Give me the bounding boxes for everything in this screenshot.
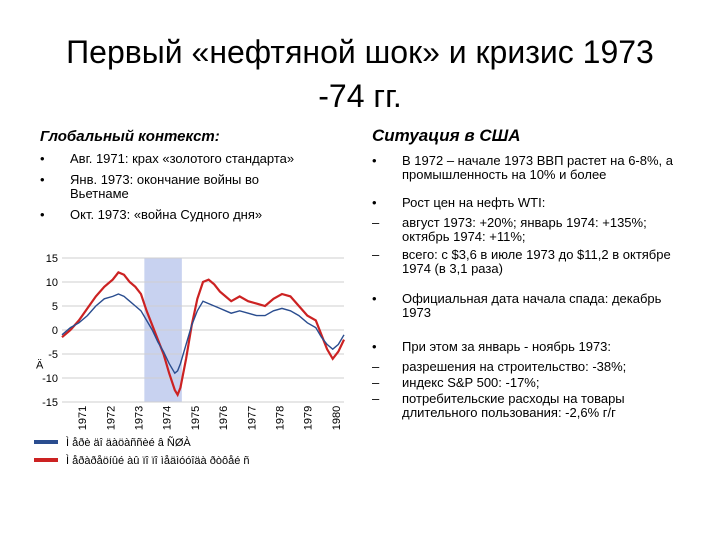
bullet-text: Авг. 1971: крах «золотого стандарта»	[70, 151, 295, 166]
bullet-marker: •	[372, 291, 377, 306]
x-tick-label: 1971	[77, 406, 89, 430]
right-sub-item: – всего: с $3,6 в июле 1973 до $11,2 в ок…	[372, 248, 692, 276]
left-column-heading: Глобальный контекст:	[40, 128, 220, 145]
y-tick-label: -10	[42, 373, 58, 385]
y-axis-ticks: 15 10 5 0 -5 -10 -15	[42, 253, 58, 409]
right-bullet-item: • В 1972 – начале 1973 ВВП растет на 6-8%…	[372, 154, 692, 182]
bullet-marker: –	[372, 391, 380, 406]
series-line	[61, 271, 345, 398]
x-axis-ticks: 1971 1972 1973 1974 1975 1976 1977 1978 1979 1980	[77, 406, 343, 430]
legend-label: Ì åðàðåöíûé àû ïî ïî ìåäìóóîäà ðòôåé ñ	[66, 454, 250, 467]
right-column-heading: Ситуация в США	[372, 126, 521, 145]
x-tick-label: 1978	[275, 406, 287, 430]
y-tick-label: 5	[52, 301, 58, 313]
bullet-marker: –	[372, 247, 380, 262]
right-sub-item: – потребительские расходы на товары длите…	[372, 392, 692, 420]
series-line	[61, 293, 345, 375]
x-tick-label: 1975	[190, 406, 202, 430]
bullet-marker: •	[372, 339, 377, 354]
bullet-text: всего: с $3,6 в июле 1973 до $11,2 в окт…	[402, 247, 671, 276]
bullet-marker: •	[372, 195, 377, 210]
left-bullet-item: • Янв. 1973: окончание войны во Вьетнаме	[40, 173, 320, 201]
bullet-marker: –	[372, 215, 380, 230]
bullet-text: Официальная дата начала спада: декабрь 1…	[402, 291, 662, 320]
bullet-text: август 1973: +20%; январь 1974: +135%; о…	[402, 215, 647, 244]
right-bullet-item: • При этом за январь - ноябрь 1973:	[372, 340, 692, 354]
bullet-marker: –	[372, 359, 380, 374]
bullet-marker: –	[372, 375, 380, 390]
legend-label: Ì åðè äî äàöàññèé â ÑØÀ	[66, 436, 191, 449]
bullet-text: В 1972 – начале 1973 ВВП растет на 6-8%,…	[402, 153, 673, 182]
right-sub-item: – август 1973: +20%; январь 1974: +135%; …	[372, 216, 692, 244]
series-lines	[61, 271, 345, 398]
y-tick-label: -15	[42, 397, 58, 409]
y-axis-label: Ä	[36, 359, 44, 371]
y-tick-label: -5	[48, 349, 58, 361]
x-tick-label: 1974	[162, 406, 174, 430]
x-tick-label: 1979	[303, 406, 315, 430]
bullet-text: Янв. 1973: окончание войны во Вьетнаме	[70, 172, 259, 201]
right-sub-item: – индекс S&P 500: -17%;	[372, 376, 692, 390]
y-tick-label: 10	[46, 277, 58, 289]
x-tick-label: 1977	[246, 406, 258, 430]
left-bullet-item: • Авг. 1971: крах «золотого стандарта»	[40, 152, 320, 166]
slide-title-line-1: Первый «нефтяной шок» и кризис 1973	[66, 34, 654, 70]
chart-image: 15 10 5 0 -5 -10 -15 1971 1972 1973 1974 1975 1976 1…	[32, 250, 352, 477]
x-tick-label: 1980	[331, 406, 343, 430]
slide-title: Первый «нефтяной шок» и кризис 1973 -74 …	[0, 30, 720, 118]
bullet-marker: •	[372, 153, 377, 168]
slide-title-line-2: -74 гг.	[318, 78, 402, 114]
left-bullet-list: • Авг. 1971: крах «золотого стандарта» • Ян…	[40, 152, 320, 229]
bullet-marker: •	[40, 207, 45, 222]
bullet-text: Рост цен на нефть WTI:	[402, 195, 546, 210]
chart-legend: Ì åðè äî äàöàññèé â ÑØÀ Ì åðàðåöíûé àû ïî…	[34, 436, 250, 467]
right-bullet-item: • Официальная дата начала спада: декабрь …	[372, 292, 692, 320]
bullet-marker: •	[40, 172, 45, 187]
y-tick-label: 15	[46, 253, 58, 265]
bullet-text: потребительские расходы на товары длител…	[402, 391, 625, 420]
chart-grid	[62, 257, 344, 403]
bullet-text: индекс S&P 500: -17%;	[402, 375, 540, 390]
left-bullet-item: • Окт. 1973: «война Судного дня»	[40, 208, 320, 222]
bullet-text: Окт. 1973: «война Судного дня»	[70, 207, 263, 222]
bullet-marker: •	[40, 151, 45, 166]
x-tick-label: 1976	[218, 406, 230, 430]
right-bullet-item: • Рост цен на нефть WTI:	[372, 196, 692, 210]
bullet-text: разрешения на строительство: -38%;	[402, 359, 627, 374]
x-tick-label: 1973	[134, 406, 146, 430]
right-sub-item: – разрешения на строительство: -38%;	[372, 360, 692, 374]
right-bullet-list: • В 1972 – начале 1973 ВВП растет на 6-8%…	[372, 154, 692, 420]
bullet-text: При этом за январь - ноябрь 1973:	[402, 339, 611, 354]
x-tick-label: 1972	[105, 406, 117, 430]
y-tick-label: 0	[52, 325, 58, 337]
